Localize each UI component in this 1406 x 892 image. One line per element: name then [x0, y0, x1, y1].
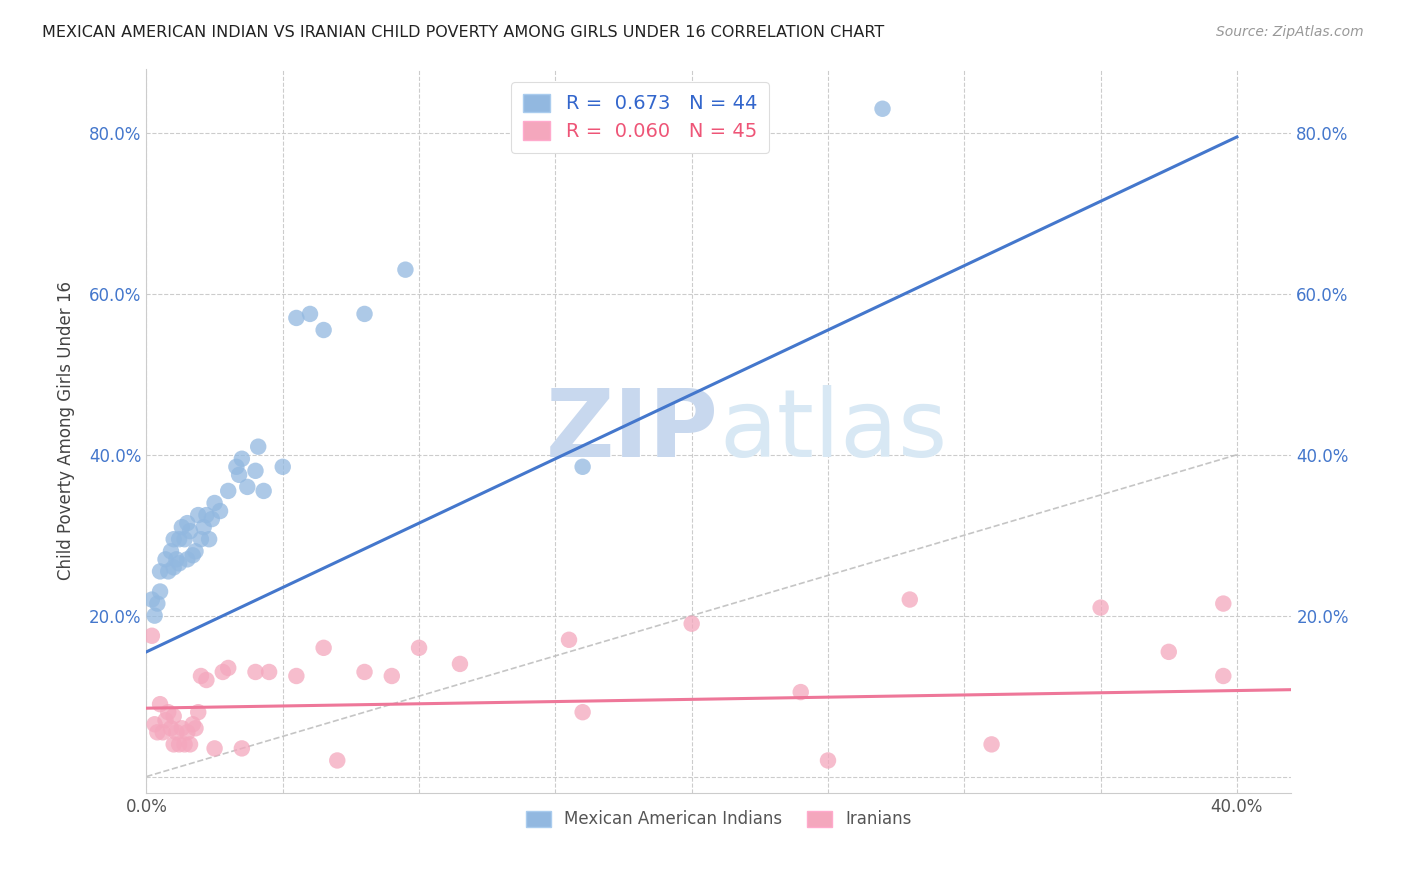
Point [167, 532, 190, 546]
Point [146, 597, 169, 611]
Point [155, 713, 177, 727]
Point [167, 557, 190, 571]
Point [231, 451, 253, 466]
Point [170, 721, 193, 735]
Point [184, 544, 207, 558]
Point [225, 459, 247, 474]
Point [898, 592, 921, 607]
Point [149, 565, 172, 579]
Point [160, 544, 183, 558]
Point [193, 520, 215, 534]
Point [353, 665, 375, 679]
Point [571, 705, 593, 719]
Point [179, 524, 201, 538]
Point [195, 673, 218, 687]
Point [143, 608, 166, 623]
Text: ZIP: ZIP [546, 384, 718, 476]
Point [353, 307, 375, 321]
Point [165, 725, 187, 739]
Point [143, 717, 166, 731]
Point [187, 705, 209, 719]
Point [1157, 645, 1180, 659]
Point [449, 657, 471, 671]
Point [408, 640, 430, 655]
Point [198, 532, 221, 546]
Point [1212, 597, 1234, 611]
Point [157, 565, 180, 579]
Point [1090, 600, 1112, 615]
Point [980, 738, 1002, 752]
Text: atlas: atlas [718, 384, 948, 476]
Point [190, 669, 212, 683]
Point [176, 516, 198, 530]
Point [257, 665, 280, 679]
Point [187, 508, 209, 522]
Point [155, 552, 177, 566]
Point [157, 705, 180, 719]
Point [245, 665, 267, 679]
Point [571, 459, 593, 474]
Point [298, 307, 321, 321]
Point [217, 661, 239, 675]
Point [681, 616, 703, 631]
Point [176, 725, 198, 739]
Point [231, 741, 253, 756]
Point [817, 754, 839, 768]
Point [326, 754, 349, 768]
Point [181, 717, 204, 731]
Point [149, 697, 172, 711]
Point [152, 725, 174, 739]
Point [204, 496, 226, 510]
Point [247, 440, 270, 454]
Point [170, 520, 193, 534]
Point [872, 102, 894, 116]
Point [160, 721, 183, 735]
Point [204, 741, 226, 756]
Point [176, 552, 198, 566]
Point [195, 508, 218, 522]
Y-axis label: Child Poverty Among Girls Under 16: Child Poverty Among Girls Under 16 [58, 281, 75, 580]
Point [228, 467, 250, 482]
Legend: Mexican American Indians, Iranians: Mexican American Indians, Iranians [519, 804, 918, 835]
Point [558, 632, 581, 647]
Point [1212, 669, 1234, 683]
Point [381, 669, 404, 683]
Point [245, 464, 267, 478]
Point [179, 738, 201, 752]
Point [790, 685, 813, 699]
Point [236, 480, 259, 494]
Point [201, 512, 224, 526]
Point [141, 629, 163, 643]
Point [165, 552, 187, 566]
Point [149, 584, 172, 599]
Point [285, 669, 308, 683]
Point [190, 532, 212, 546]
Point [181, 549, 204, 563]
Point [167, 738, 190, 752]
Point [163, 560, 186, 574]
Point [208, 504, 231, 518]
Point [163, 709, 186, 723]
Point [285, 310, 308, 325]
Point [253, 483, 276, 498]
Point [312, 323, 335, 337]
Point [271, 459, 294, 474]
Point [312, 640, 335, 655]
Text: MEXICAN AMERICAN INDIAN VS IRANIAN CHILD POVERTY AMONG GIRLS UNDER 16 CORRELATIO: MEXICAN AMERICAN INDIAN VS IRANIAN CHILD… [42, 25, 884, 40]
Point [184, 721, 207, 735]
Text: Source: ZipAtlas.com: Source: ZipAtlas.com [1216, 25, 1364, 39]
Point [394, 262, 416, 277]
Point [163, 532, 186, 546]
Point [146, 725, 169, 739]
Point [211, 665, 233, 679]
Point [173, 532, 195, 546]
Point [173, 738, 195, 752]
Point [163, 738, 186, 752]
Point [217, 483, 239, 498]
Point [141, 592, 163, 607]
